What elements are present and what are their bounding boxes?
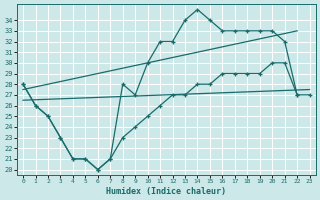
- X-axis label: Humidex (Indice chaleur): Humidex (Indice chaleur): [106, 187, 226, 196]
